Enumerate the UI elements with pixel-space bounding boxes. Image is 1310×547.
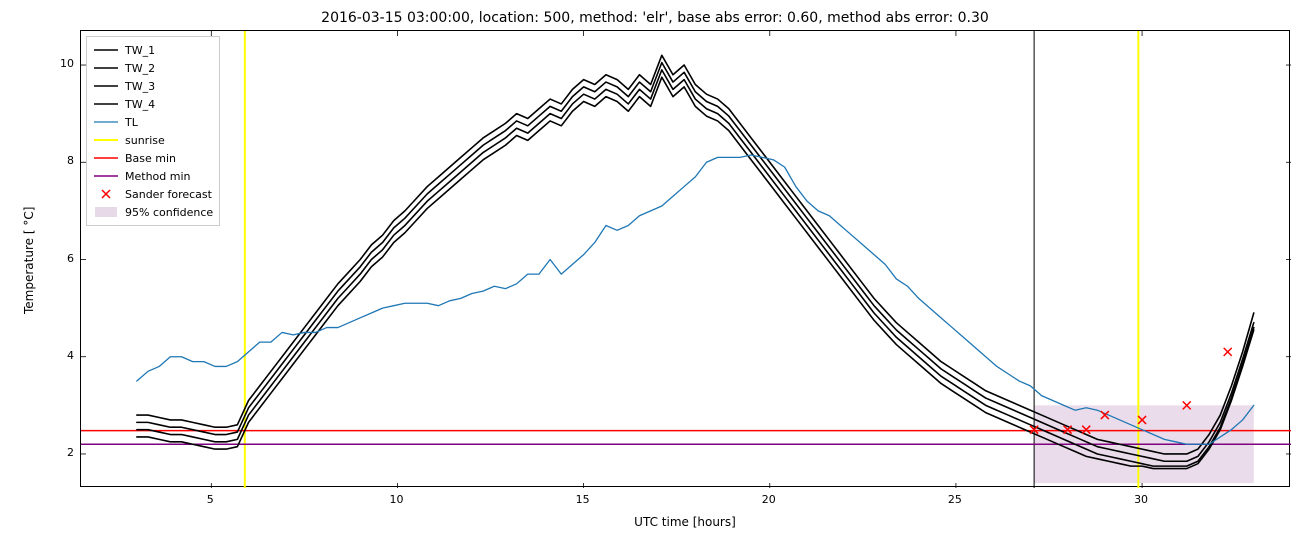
legend-swatch (93, 187, 119, 201)
x-axis-label: UTC time [hours] (80, 515, 1290, 529)
legend-swatch (93, 43, 119, 57)
axes (80, 30, 1290, 487)
legend-item-TW_3: TW_3 (93, 77, 213, 95)
x-tick: 20 (759, 493, 779, 506)
legend-label: Sander forecast (125, 188, 212, 201)
series-TW_1 (137, 55, 1254, 454)
legend-item-conf: 95% confidence (93, 203, 213, 221)
y-tick: 4 (67, 349, 74, 362)
legend-item-TW_1: TW_1 (93, 41, 213, 59)
x-tick: 30 (1131, 493, 1151, 506)
legend-label: TW_2 (125, 62, 155, 75)
legend-label: Base min (125, 152, 176, 165)
legend-item-sunrise: sunrise (93, 131, 213, 149)
series-TW_2 (137, 63, 1254, 462)
series-TL (137, 155, 1254, 444)
legend-label: TW_1 (125, 44, 155, 57)
figure: 2016-03-15 03:00:00, location: 500, meth… (0, 0, 1310, 547)
x-tick: 10 (386, 493, 406, 506)
y-tick: 8 (67, 154, 74, 167)
chart-title: 2016-03-15 03:00:00, location: 500, meth… (0, 10, 1310, 26)
y-axis-label: Temperature [ °C] (22, 206, 36, 313)
y-tick: 10 (60, 57, 74, 70)
legend-item-sander: Sander forecast (93, 185, 213, 203)
legend-item-TW_4: TW_4 (93, 95, 213, 113)
y-tick: 2 (67, 446, 74, 459)
legend-item-TW_2: TW_2 (93, 59, 213, 77)
y-tick: 6 (67, 252, 74, 265)
legend-swatch (93, 151, 119, 165)
legend: TW_1 TW_2 TW_3 TW_4 TL sunrise Base min Method … (86, 36, 220, 226)
legend-label: TL (125, 116, 138, 129)
legend-item-TL: TL (93, 113, 213, 131)
legend-swatch (93, 61, 119, 75)
legend-label: Method min (125, 170, 191, 183)
legend-label: TW_3 (125, 80, 155, 93)
legend-item-basemin: Base min (93, 149, 213, 167)
x-tick: 25 (945, 493, 965, 506)
x-tick: 15 (573, 493, 593, 506)
x-tick: 5 (200, 493, 220, 506)
legend-swatch (93, 115, 119, 129)
legend-swatch (93, 79, 119, 93)
legend-swatch (93, 97, 119, 111)
legend-swatch (93, 169, 119, 183)
legend-item-methodmin: Method min (93, 167, 213, 185)
legend-label: TW_4 (125, 98, 155, 111)
legend-swatch (93, 133, 119, 147)
legend-label: sunrise (125, 134, 165, 147)
legend-swatch (93, 205, 119, 219)
legend-label: 95% confidence (125, 206, 213, 219)
plot-svg (81, 31, 1291, 488)
